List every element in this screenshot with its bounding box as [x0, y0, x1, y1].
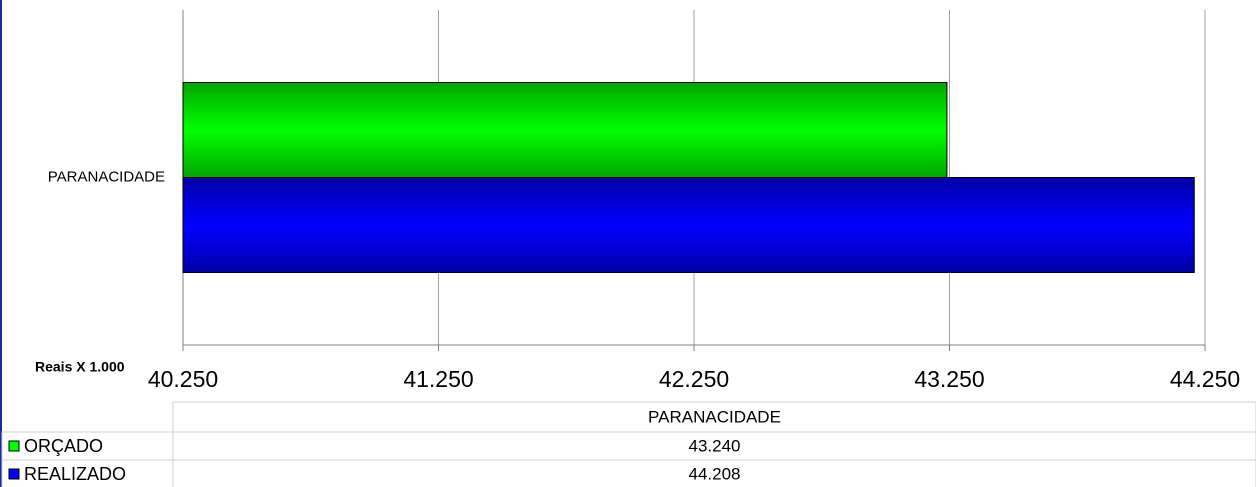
table-value: 44.208	[689, 464, 741, 483]
legend-label: ORÇADO	[24, 436, 103, 456]
x-axis-label: Reais X 1.000	[35, 359, 125, 375]
x-tick-label: 41.250	[403, 366, 473, 392]
legend-label: REALIZADO	[24, 464, 126, 484]
x-tick-label: 42.250	[659, 366, 729, 392]
bar-shade	[183, 177, 1195, 273]
table-row	[172, 459, 1256, 487]
left-border	[0, 0, 2, 487]
y-tick-label: PARANACIDADE	[48, 168, 165, 185]
x-tick-label: 40.250	[148, 366, 218, 392]
table-row	[172, 431, 1256, 461]
table-header: PARANACIDADE	[648, 407, 781, 426]
bar-shade	[183, 82, 947, 178]
legend-swatch	[8, 468, 20, 480]
legend-swatch	[8, 440, 20, 452]
table-value: 43.240	[689, 436, 741, 455]
x-tick-label: 43.250	[914, 366, 984, 392]
x-tick-label: 44.250	[1170, 366, 1240, 392]
